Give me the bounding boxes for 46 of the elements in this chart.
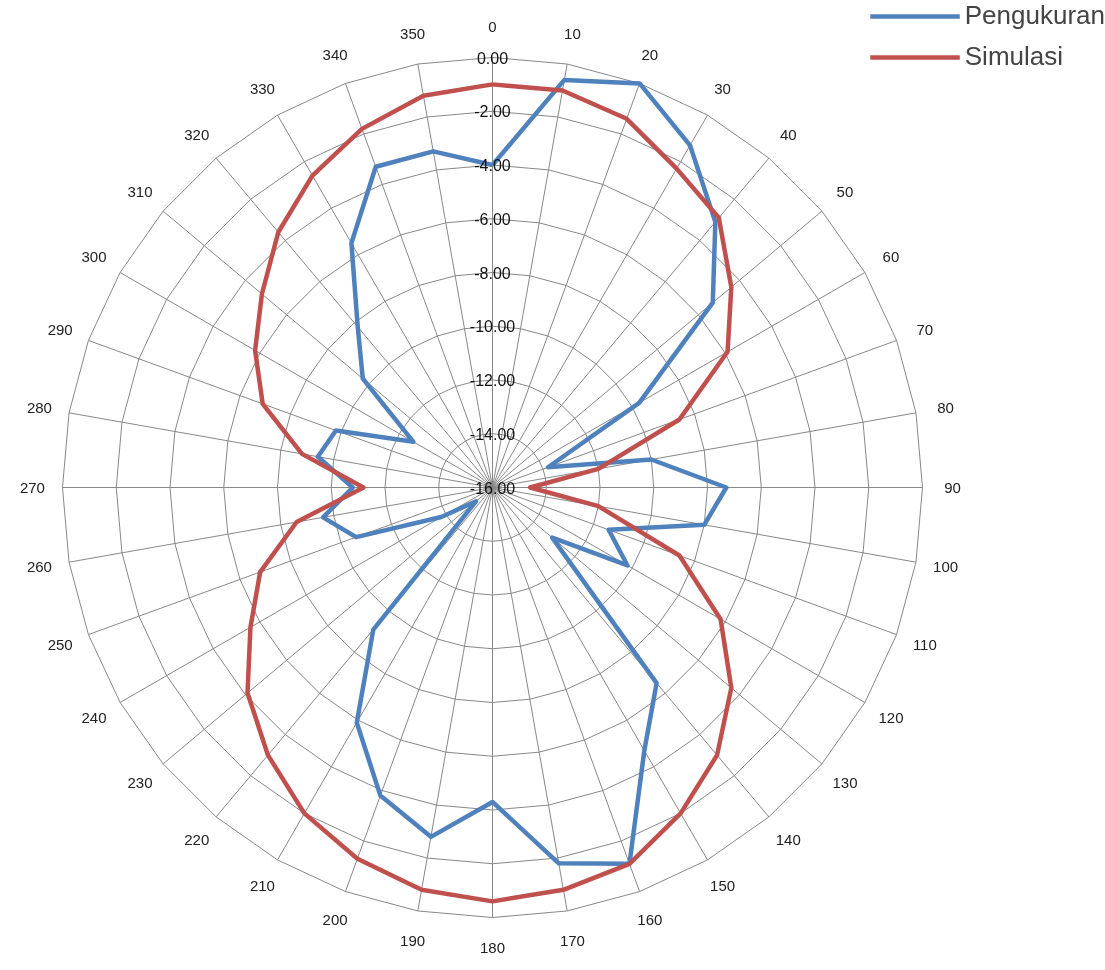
spoke-label: 210 (249, 876, 275, 894)
spoke-label: 300 (81, 248, 107, 266)
spoke-label: 50 (836, 182, 854, 200)
spoke-label: 200 (322, 910, 348, 928)
spoke-label: 190 (400, 931, 426, 949)
y-tick-label: -6.00 (474, 210, 511, 228)
spoke-label: 220 (184, 830, 210, 848)
spoke-label: 0 (488, 18, 497, 36)
spoke-label: 320 (184, 126, 210, 144)
y-tick-label: -16.00 (469, 479, 516, 497)
spoke-label: 20 (641, 46, 659, 64)
spoke-label: 100 (933, 558, 959, 576)
spoke-label: 290 (47, 321, 73, 339)
spoke-label: 10 (564, 25, 581, 43)
spoke-label: 240 (81, 708, 107, 726)
spoke-label: 350 (400, 25, 426, 43)
spoke-label: 330 (249, 80, 275, 98)
spoke-label: 340 (322, 46, 348, 64)
spoke-label: 110 (912, 635, 937, 653)
legend-label: Pengukuran (964, 0, 1105, 31)
spoke-label: 160 (637, 910, 663, 928)
spoke-label: 60 (882, 248, 900, 266)
spoke-label: 280 (26, 398, 52, 416)
spoke-label: 40 (779, 126, 797, 144)
spoke-label: 180 (479, 938, 506, 956)
spoke-label: 70 (916, 321, 934, 339)
spoke-label: 250 (47, 635, 73, 653)
spoke-label: 140 (775, 830, 801, 848)
y-tick-label: -8.00 (474, 264, 511, 282)
legend-label: Simulasi (964, 41, 1064, 72)
spoke-label: 260 (26, 558, 52, 576)
spoke-label: 270 (19, 478, 45, 496)
y-tick-label: 0.00 (476, 49, 509, 67)
spoke-label: 90 (944, 478, 961, 496)
spoke-label: 230 (127, 774, 153, 792)
y-tick-label: -12.00 (469, 372, 516, 389)
spoke-label: 170 (559, 931, 585, 949)
spoke-label: 150 (710, 876, 736, 894)
spoke-label: 30 (714, 80, 731, 98)
spoke-label: 80 (937, 398, 954, 416)
spoke-label: 130 (832, 774, 858, 792)
y-tick-label: -10.00 (469, 318, 516, 336)
spoke-label: 310 (127, 182, 153, 200)
y-tick-label: -2.00 (474, 103, 511, 121)
spoke-label: 120 (878, 708, 904, 726)
y-tick-label: -14.00 (469, 425, 516, 443)
